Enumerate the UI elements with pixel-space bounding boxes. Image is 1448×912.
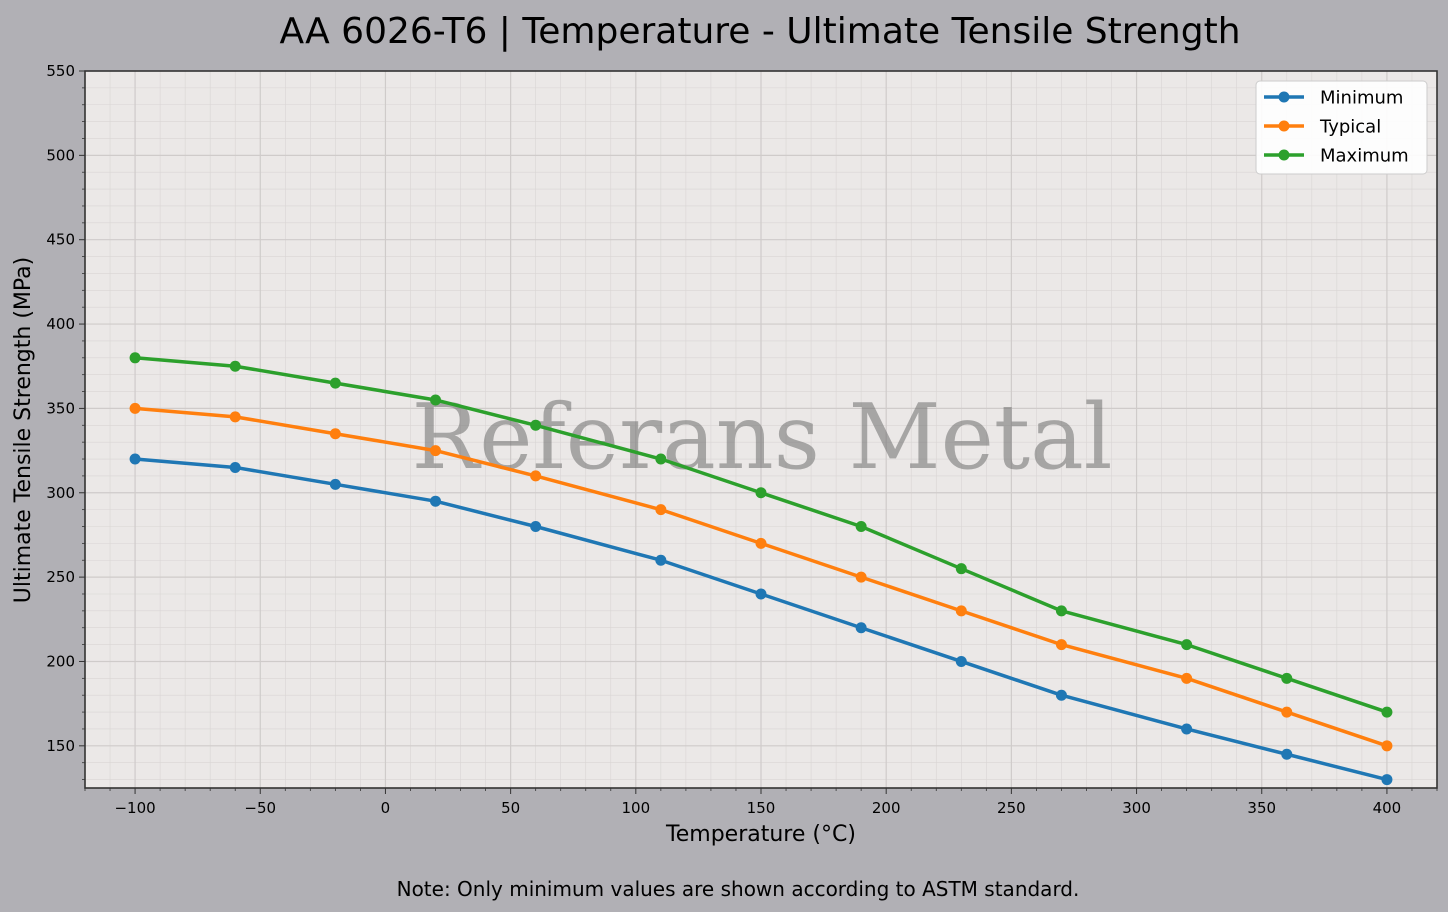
- data-point-minimum: [129, 453, 141, 465]
- data-point-typical: [530, 470, 542, 482]
- data-point-maximum: [329, 377, 341, 389]
- y-axis-label: Ultimate Tensile Strength (MPa): [11, 257, 36, 603]
- x-tick-label: 400: [1373, 799, 1402, 817]
- data-point-minimum: [955, 655, 967, 667]
- data-point-typical: [1055, 639, 1067, 651]
- data-point-maximum: [1055, 605, 1067, 617]
- legend-marker-minimum: [1278, 91, 1290, 103]
- data-point-maximum: [655, 453, 667, 465]
- y-tick-label: 150: [46, 737, 75, 755]
- data-point-maximum: [955, 563, 967, 575]
- x-tick-label: −50: [244, 799, 276, 817]
- y-tick-label: 300: [46, 484, 75, 502]
- x-tick-label: 150: [747, 799, 776, 817]
- x-tick-label: 100: [621, 799, 650, 817]
- x-tick-labels: −100 −50 0 50 100 150 200 250 300 350 400: [114, 799, 1401, 817]
- x-tick-label: 250: [997, 799, 1026, 817]
- y-tick-label: 400: [46, 315, 75, 333]
- x-axis-label: Temperature (°C): [665, 822, 856, 847]
- data-point-maximum: [1381, 706, 1393, 718]
- data-point-minimum: [1281, 748, 1293, 760]
- data-point-maximum: [530, 419, 542, 431]
- data-point-minimum: [1181, 723, 1193, 735]
- legend-label-minimum: Minimum: [1320, 88, 1403, 109]
- data-point-maximum: [855, 521, 867, 533]
- data-point-typical: [1381, 740, 1393, 752]
- data-point-maximum: [430, 394, 442, 406]
- data-point-maximum: [129, 352, 141, 364]
- data-point-typical: [329, 428, 341, 440]
- data-point-minimum: [855, 622, 867, 634]
- data-point-minimum: [329, 478, 341, 490]
- legend-label-maximum: Maximum: [1320, 146, 1409, 167]
- y-tick-label: 250: [46, 568, 75, 586]
- data-point-minimum: [655, 554, 667, 566]
- data-point-minimum: [755, 588, 767, 600]
- series-layer: [129, 352, 1393, 786]
- data-point-typical: [129, 402, 141, 414]
- chart-title: AA 6026-T6 | Temperature - Ultimate Tens…: [279, 11, 1240, 52]
- data-point-maximum: [1281, 672, 1293, 684]
- data-point-typical: [430, 445, 442, 457]
- data-point-typical: [855, 571, 867, 583]
- y-tick-label: 500: [46, 146, 75, 164]
- data-point-typical: [755, 537, 767, 549]
- data-point-minimum: [1055, 689, 1067, 701]
- x-tick-label: 350: [1247, 799, 1276, 817]
- legend-label-typical: Typical: [1319, 117, 1381, 138]
- legend: Minimum Typical Maximum: [1255, 80, 1428, 175]
- x-tick-label: 0: [381, 799, 391, 817]
- x-tick-label: 200: [872, 799, 901, 817]
- y-tick-label: 350: [46, 399, 75, 417]
- data-point-maximum: [1181, 639, 1193, 651]
- x-tick-label: −100: [114, 799, 155, 817]
- legend-marker-typical: [1278, 120, 1290, 132]
- legend-box: [1255, 80, 1428, 175]
- y-tick-label: 450: [46, 231, 75, 249]
- data-point-typical: [655, 504, 667, 516]
- data-point-minimum: [530, 521, 542, 533]
- watermark: Referans Metal: [411, 385, 1112, 490]
- y-tick-label: 200: [46, 652, 75, 670]
- data-point-minimum: [229, 461, 241, 473]
- y-tick-labels: 150 200 250 300 350 400 450 500 550: [46, 62, 75, 755]
- data-point-maximum: [229, 360, 241, 372]
- axis-ticks: [79, 70, 1438, 794]
- footnote: Note: Only minimum values are shown acco…: [397, 877, 1080, 901]
- x-tick-label: 300: [1122, 799, 1151, 817]
- data-point-typical: [1281, 706, 1293, 718]
- data-point-typical: [229, 411, 241, 423]
- data-point-typical: [955, 605, 967, 617]
- data-point-minimum: [1381, 774, 1393, 786]
- legend-marker-maximum: [1278, 149, 1290, 161]
- x-tick-label: 50: [501, 799, 520, 817]
- data-point-maximum: [755, 487, 767, 499]
- data-point-typical: [1181, 672, 1193, 684]
- y-tick-label: 550: [46, 62, 75, 80]
- data-point-minimum: [430, 495, 442, 507]
